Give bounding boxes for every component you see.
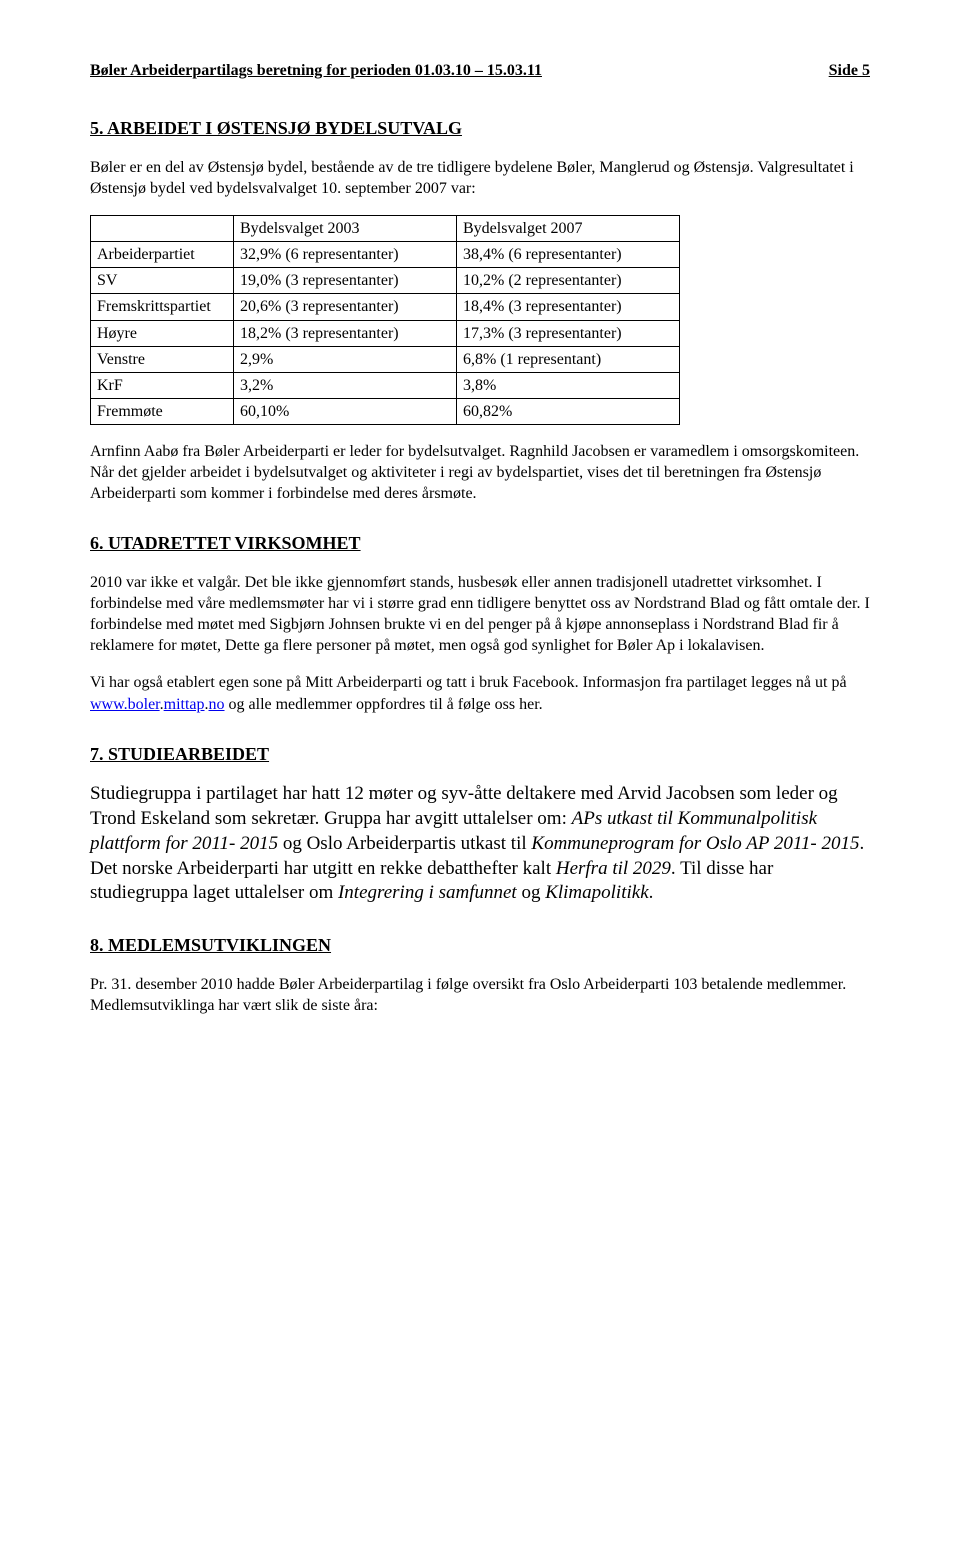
italic-text: Herfra til 2029 [556, 858, 671, 879]
table-row: Fremmøte 60,10% 60,82% [91, 398, 680, 424]
table-cell: 2,9% [234, 346, 457, 372]
section-8-p1: Pr. 31. desember 2010 hadde Bøler Arbeid… [90, 974, 870, 1016]
table-cell: 20,6% (3 representanter) [234, 294, 457, 320]
section-6-p2-pre: Vi har også etablert egen sone på Mitt A… [90, 674, 847, 691]
table-cell: Arbeiderpartiet [91, 242, 234, 268]
section-8-heading: 8. MEDLEMSUTVIKLINGEN [90, 934, 870, 958]
section-5-after: Arnfinn Aabø fra Bøler Arbeiderparti er … [90, 441, 870, 504]
section-7-heading: 7. STUDIEARBEIDET [90, 743, 870, 767]
section-5-intro: Bøler er en del av Østensjø bydel, bestå… [90, 157, 870, 199]
text: og [521, 882, 545, 903]
table-row: Høyre 18,2% (3 representanter) 17,3% (3 … [91, 320, 680, 346]
table-row: Fremskrittspartiet 20,6% (3 representant… [91, 294, 680, 320]
table-cell: 17,3% (3 representanter) [457, 320, 680, 346]
section-5-heading: 5. ARBEIDET I ØSTENSJØ BYDELSUTVALG [90, 117, 870, 141]
table-cell: Venstre [91, 346, 234, 372]
text: . [649, 882, 654, 903]
table-row: KrF 3,2% 3,8% [91, 372, 680, 398]
table-cell: 3,2% [234, 372, 457, 398]
section-6-p1: 2010 var ikke et valgår. Det ble ikke gj… [90, 572, 870, 656]
section-6-heading: 6. UTADRETTET VIRKSOMHET [90, 532, 870, 556]
election-results-table: Bydelsvalget 2003 Bydelsvalget 2007 Arbe… [90, 215, 680, 425]
link-boler[interactable]: www.boler [90, 696, 160, 713]
table-row: SV 19,0% (3 representanter) 10,2% (2 rep… [91, 268, 680, 294]
italic-text: Integrering i samfunnet [338, 882, 521, 903]
table-cell: SV [91, 268, 234, 294]
link-mittap[interactable]: mittap [164, 696, 205, 713]
header-left: Bøler Arbeiderpartilags beretning for pe… [90, 60, 542, 81]
section-6-p2: Vi har også etablert egen sone på Mitt A… [90, 672, 870, 714]
table-cell: 18,2% (3 representanter) [234, 320, 457, 346]
table-cell: Fremskrittspartiet [91, 294, 234, 320]
table-row: Arbeiderpartiet 32,9% (6 representanter)… [91, 242, 680, 268]
table-cell: 6,8% (1 representant) [457, 346, 680, 372]
text: og Oslo Arbeiderpartis utkast til [283, 833, 532, 854]
table-cell: 10,2% (2 representanter) [457, 268, 680, 294]
table-header-cell [91, 216, 234, 242]
section-7-p1: Studiegruppa i partilaget har hatt 12 mø… [90, 782, 870, 905]
table-cell: 60,10% [234, 398, 457, 424]
table-cell: KrF [91, 372, 234, 398]
table-cell: 38,4% (6 representanter) [457, 242, 680, 268]
table-header-row: Bydelsvalget 2003 Bydelsvalget 2007 [91, 216, 680, 242]
table-cell: Fremmøte [91, 398, 234, 424]
table-header-cell: Bydelsvalget 2007 [457, 216, 680, 242]
header-right: Side 5 [829, 60, 870, 81]
italic-text: Klimapolitikk [545, 882, 648, 903]
link-no[interactable]: no [209, 696, 225, 713]
table-cell: 32,9% (6 representanter) [234, 242, 457, 268]
italic-text: Kommuneprogram for Oslo AP 2011- 2015 [531, 833, 859, 854]
table-cell: 18,4% (3 representanter) [457, 294, 680, 320]
table-cell: 60,82% [457, 398, 680, 424]
table-cell: Høyre [91, 320, 234, 346]
table-cell: 3,8% [457, 372, 680, 398]
section-6-p2-post: og alle medlemmer oppfordres til å følge… [225, 696, 543, 713]
table-cell: 19,0% (3 representanter) [234, 268, 457, 294]
table-row: Venstre 2,9% 6,8% (1 representant) [91, 346, 680, 372]
page-header: Bøler Arbeiderpartilags beretning for pe… [90, 60, 870, 81]
table-header-cell: Bydelsvalget 2003 [234, 216, 457, 242]
